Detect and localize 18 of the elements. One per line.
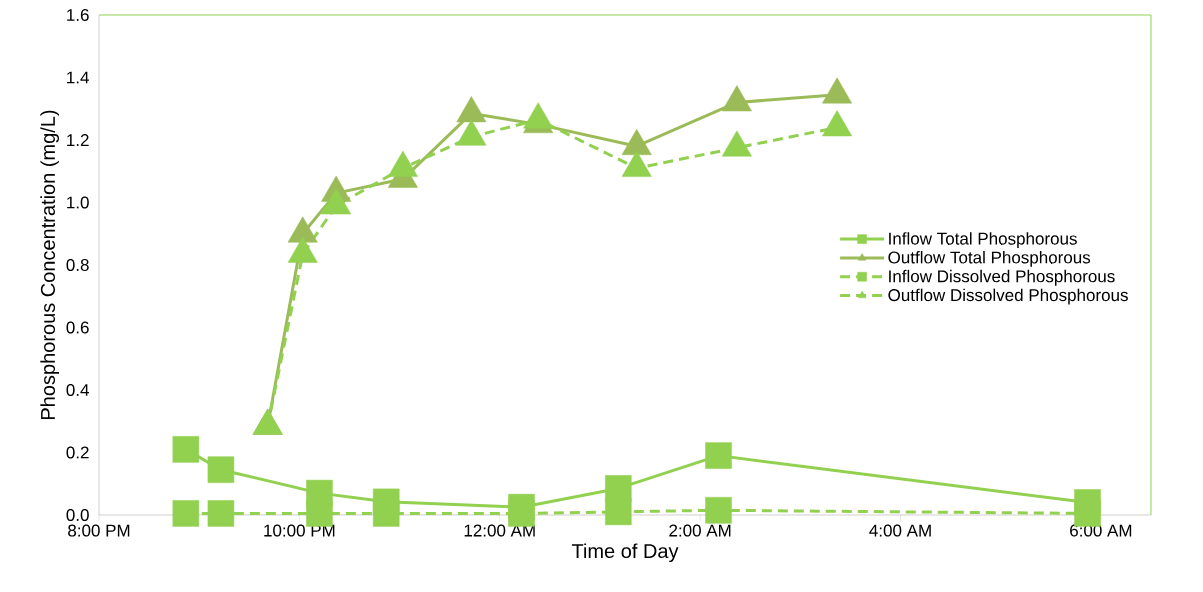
x-tick-label: 8:00 PM <box>68 524 130 537</box>
y-tick-label: 1.2 <box>67 134 89 146</box>
y-tick-label: 0.0 <box>66 508 89 522</box>
y-tick-label: 1.4 <box>67 71 89 84</box>
y-tick-label: 0.8 <box>66 258 89 272</box>
y-tick-label: 0.4 <box>66 383 89 397</box>
y-axis-title: Phosphorous Concentration (mg/L) <box>40 110 59 419</box>
y-tick-label: 1.6 <box>67 8 89 22</box>
x-tick-label: 2:00 AM <box>669 524 731 537</box>
x-tick-label: 4:00 AM <box>869 524 931 537</box>
y-tick-label: 1.0 <box>67 196 89 209</box>
legend-label: Inflow Dissolved Phosphorous <box>889 269 1115 286</box>
legend-label: Inflow Total Phosphorous <box>889 232 1077 249</box>
y-tick-label: 0.6 <box>66 321 89 334</box>
x-axis-title: Time of Day <box>571 543 679 563</box>
legend-label: Outflow Total Phosphorous <box>888 251 1091 267</box>
y-tick-label: 0.2 <box>66 446 89 459</box>
legend-label: Outflow Dissolved Phosphorous <box>888 288 1128 305</box>
